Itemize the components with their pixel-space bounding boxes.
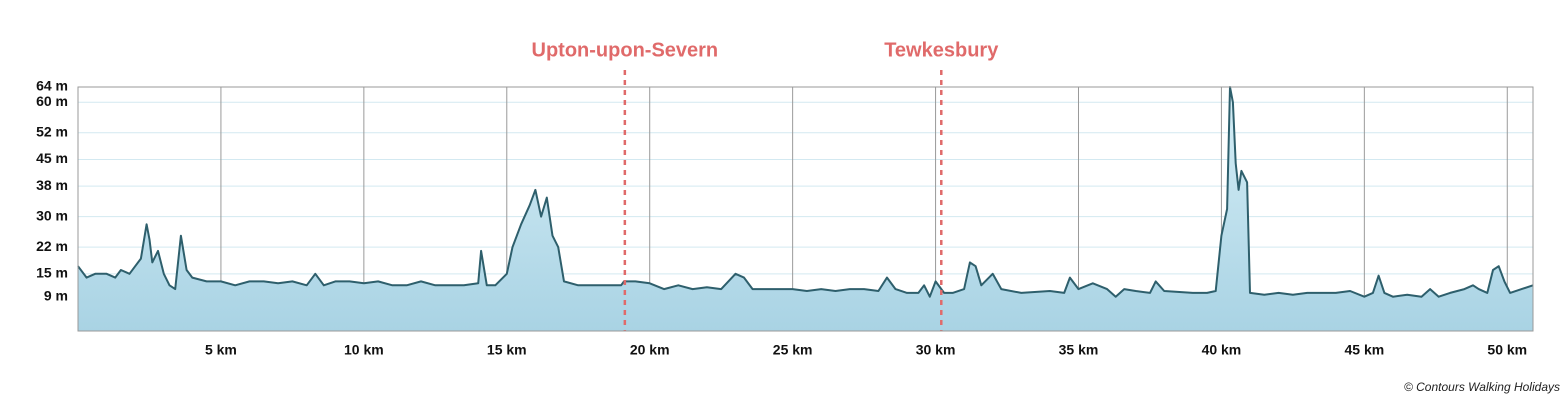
- marker-label: Tewkesbury: [884, 39, 999, 61]
- x-tick-label: 25 km: [773, 342, 813, 358]
- y-tick-label: 38 m: [36, 177, 68, 193]
- x-tick-label: 45 km: [1344, 342, 1384, 358]
- x-tick-label: 10 km: [344, 342, 384, 358]
- y-tick-label: 15 m: [36, 265, 68, 281]
- x-tick-label: 40 km: [1202, 342, 1242, 358]
- elevation-line: [77, 86, 1534, 298]
- x-tick-label: 15 km: [487, 342, 527, 358]
- y-tick-label: 30 m: [36, 207, 68, 223]
- x-tick-label: 35 km: [1059, 342, 1099, 358]
- plot-frame: [77, 86, 1534, 332]
- x-tick-label: 5 km: [205, 342, 237, 358]
- y-tick-label: 52 m: [36, 123, 68, 139]
- y-tick-label: 22 m: [36, 238, 68, 254]
- x-tick-label: 30 km: [916, 342, 956, 358]
- y-tick-label: 45 m: [36, 150, 68, 166]
- y-tick-label: 60 m: [36, 93, 68, 109]
- area-fill: [78, 87, 1533, 331]
- credit: © Contours Walking Holidays: [1404, 380, 1560, 394]
- x-tick-label: 50 km: [1487, 342, 1527, 358]
- y-tick-label: 9 m: [44, 287, 68, 303]
- x-tick-label: 20 km: [630, 342, 670, 358]
- marker-label: Upton-upon-Severn: [532, 39, 719, 61]
- y-tick-label: 64 m: [36, 78, 68, 94]
